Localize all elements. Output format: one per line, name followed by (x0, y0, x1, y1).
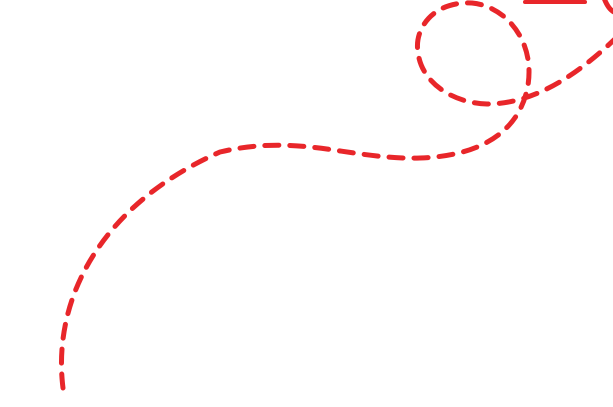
dashed-corner-arc (602, 0, 613, 15)
dashed-looping-curve (59, 0, 613, 391)
